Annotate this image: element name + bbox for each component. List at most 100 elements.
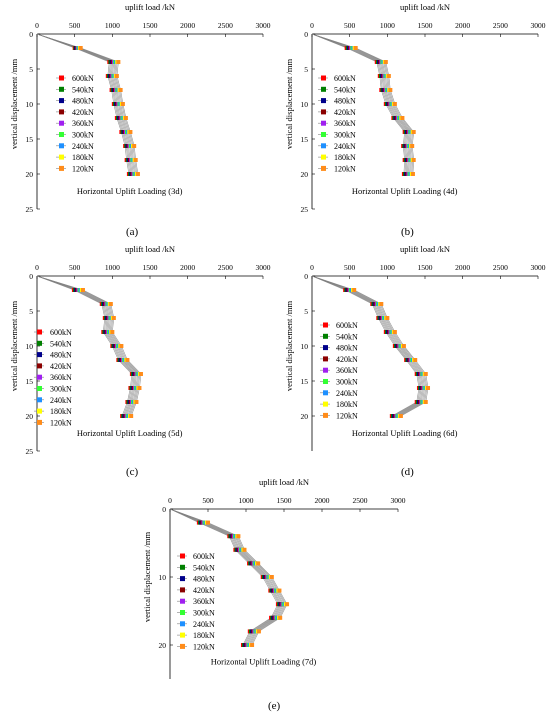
y-axis-label: vertical displacement /mm [284, 301, 294, 392]
legend-marker [180, 553, 185, 559]
legend-marker [323, 333, 328, 339]
x-tick-label: 2000 [180, 21, 195, 30]
legend-label: 360kN [72, 119, 94, 128]
chart-b: 0 500 1000 1500 2000 2500 3000 0 5 10 15 20 25 uplift… [284, 2, 546, 214]
x-tick-label: 1000 [380, 263, 395, 272]
data-point-120kN [413, 358, 418, 362]
data-point-120kN [410, 172, 415, 176]
y-tick-label: 15 [301, 135, 309, 144]
legend-marker [323, 412, 328, 418]
x-tick-label: 2000 [315, 496, 330, 505]
x-tick-label: 500 [69, 21, 81, 30]
panel-label-e: (e) [268, 700, 281, 712]
legend-label: 240kN [50, 396, 72, 405]
chart-d: 0 500 1000 1500 2000 2500 3000 0 5 10 15 20 uplift l… [284, 244, 546, 451]
chart-title: Horizontal Uplift Loading (3d) [77, 186, 183, 196]
legend-label: 240kN [336, 389, 358, 398]
x-tick-label: 2500 [493, 263, 508, 272]
data-point-120kN [423, 372, 428, 376]
panel-label-c: (c) [126, 466, 139, 478]
x-tick-label: 3000 [256, 263, 271, 272]
legend-marker [323, 322, 328, 328]
legend-marker [59, 143, 64, 149]
data-point-120kN [411, 158, 416, 162]
data-point-120kN [400, 116, 405, 120]
data-point-120kN [426, 386, 431, 390]
x-tick-label: 0 [310, 21, 314, 30]
x-axis-label: uplift load /kN [125, 244, 175, 254]
data-point-120kN [410, 144, 415, 148]
legend-marker [321, 143, 326, 149]
y-tick-label: 25 [26, 205, 34, 214]
legend-label: 300kN [193, 609, 215, 618]
legend-marker [180, 621, 185, 627]
legend-label: 180kN [334, 153, 356, 162]
data-point-120kN [129, 414, 134, 418]
data-point-120kN [132, 144, 137, 148]
legend-label: 120kN [336, 411, 358, 420]
legend-marker [180, 643, 185, 649]
legend-marker [180, 632, 185, 638]
legend-marker [37, 419, 42, 425]
legend-marker [59, 98, 64, 104]
data-point-120kN [125, 358, 130, 362]
data-point-120kN [242, 547, 247, 552]
series-line-180kN [311, 275, 428, 417]
x-tick-label: 3000 [531, 263, 546, 272]
data-point-120kN [118, 88, 123, 92]
x-tick-label: 500 [344, 263, 356, 272]
chart-title: Horizontal Uplift Loading (6d) [352, 428, 458, 438]
x-tick-label: 2000 [455, 263, 470, 272]
legend-label: 300kN [334, 131, 356, 140]
y-axis-label: vertical displacement /mm [142, 532, 152, 623]
legend-marker [321, 165, 326, 171]
legend-marker [323, 356, 328, 362]
data-point-120kN [134, 400, 139, 404]
x-tick-label: 2500 [218, 263, 233, 272]
data-point-120kN [398, 414, 403, 418]
legend-label: 600kN [72, 74, 94, 83]
y-axis-label: vertical displacement /mm [9, 301, 19, 392]
legend-marker [37, 374, 42, 380]
data-point-120kN [411, 130, 416, 134]
legend-marker [321, 109, 326, 115]
x-tick-label: 1000 [105, 21, 120, 30]
legend-label: 600kN [334, 74, 356, 83]
y-tick-label: 10 [301, 342, 309, 351]
data-point-120kN [120, 102, 125, 106]
legend-marker [37, 329, 42, 335]
x-tick-label: 2000 [180, 263, 195, 272]
chart-title: Horizontal Uplift Loading (7d) [211, 657, 317, 667]
legend-label: 480kN [50, 351, 72, 360]
x-tick-label: 1500 [418, 21, 433, 30]
chart-title: Horizontal Uplift Loading (4d) [352, 186, 458, 196]
x-tick-label: 500 [202, 496, 214, 505]
data-point-120kN [123, 116, 128, 120]
legend-marker [321, 154, 326, 160]
chart-a: 0 500 1000 1500 2000 2500 3000 0 5 10 15 20 25 uplift… [9, 2, 271, 214]
legend-marker [180, 576, 185, 582]
legend-marker [323, 401, 328, 407]
y-tick-label: 10 [26, 100, 34, 109]
legend-label: 480kN [336, 344, 358, 353]
legend-label: 180kN [193, 631, 215, 640]
data-point-120kN [285, 602, 290, 607]
legend-marker [180, 564, 185, 570]
legend-marker [59, 120, 64, 126]
y-tick-label: 5 [304, 307, 308, 316]
chart-c: 0 500 1000 1500 2000 2500 3000 0 5 10 15 20 25 uplift… [9, 244, 271, 456]
legend-label: 600kN [193, 552, 215, 561]
legend-marker [323, 367, 328, 373]
legend-label: 420kN [334, 108, 356, 117]
data-point-120kN [385, 316, 390, 320]
x-tick-label: 2500 [493, 21, 508, 30]
x-tick-label: 3000 [391, 496, 406, 505]
legend-marker [59, 132, 64, 137]
data-point-120kN [401, 344, 406, 348]
legend-label: 420kN [336, 355, 358, 364]
data-point-120kN [269, 575, 274, 579]
legend-label: 540kN [50, 339, 72, 348]
legend-label: 600kN [50, 328, 72, 337]
legend-label: 540kN [336, 332, 358, 341]
